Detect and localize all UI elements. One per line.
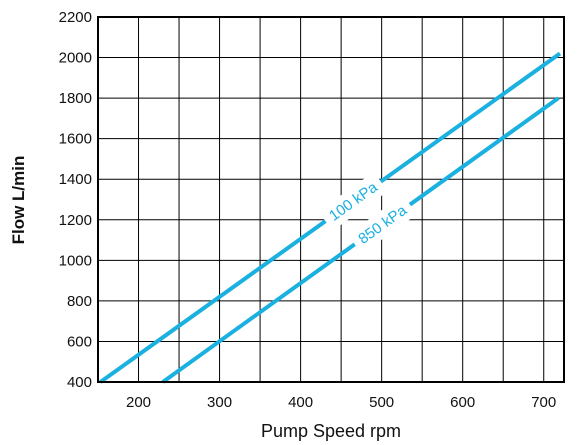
y-tick-label: 1000 (59, 252, 92, 269)
x-axis-label: Pump Speed rpm (261, 421, 401, 441)
tick-labels: 400 600 800 1000 1200 1400 1600 1800 2000 2200 200… (59, 9, 557, 411)
x-tick-label: 600 (450, 394, 475, 411)
plot-frame (97, 16, 565, 383)
x-tick-label: 200 (126, 394, 151, 411)
y-tick-label: 1800 (59, 90, 92, 107)
y-tick-label: 400 (67, 374, 92, 391)
y-tick-label: 1400 (59, 171, 92, 188)
x-tick-label: 300 (207, 394, 232, 411)
y-tick-label: 2200 (59, 9, 92, 26)
y-tick-label: 800 (67, 293, 92, 310)
y-tick-label: 1600 (59, 131, 92, 148)
grid (98, 16, 564, 383)
series-label-background (318, 171, 388, 231)
y-axis-label: Flow L/min (9, 156, 28, 245)
series-label-backgrounds (318, 171, 417, 255)
x-tick-label: 500 (369, 394, 394, 411)
series-label-background (347, 194, 417, 255)
y-tick-label: 600 (67, 333, 92, 350)
y-tick-label: 1200 (59, 212, 92, 229)
y-tick-label: 2000 (59, 50, 92, 67)
x-tick-label: 700 (531, 394, 556, 411)
x-tick-label: 400 (288, 394, 313, 411)
